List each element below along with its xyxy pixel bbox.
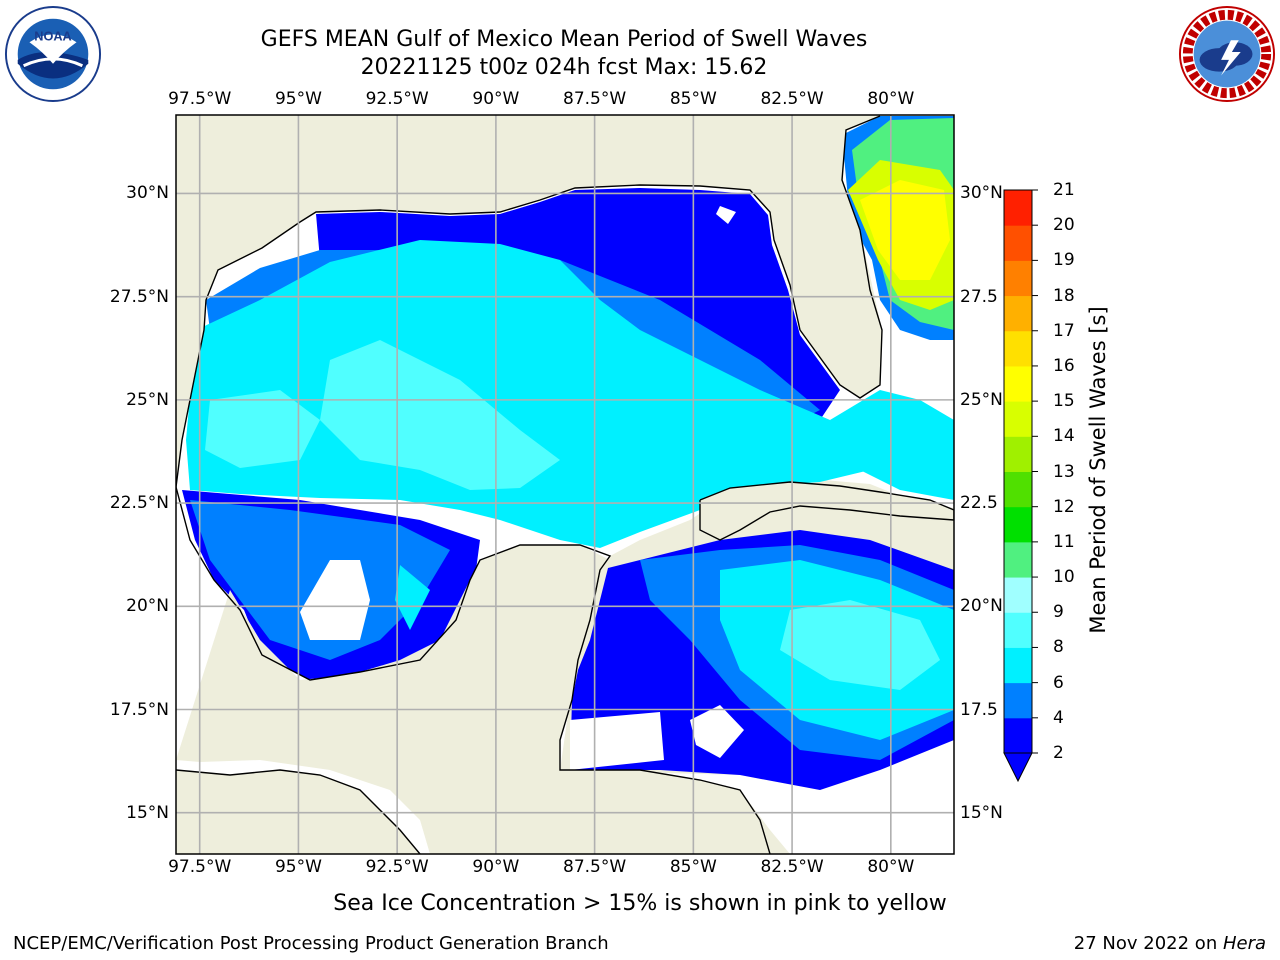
colorbar-label-16: 21 xyxy=(1053,180,1075,200)
lon-tick-top-7: 80°W xyxy=(867,89,915,109)
colorbar-label-10: 15 xyxy=(1053,391,1075,412)
lon-tick-top-4: 87.5°W xyxy=(563,89,627,109)
colorbar-segment-8 xyxy=(1004,436,1032,472)
lon-tick-bottom-1: 95°W xyxy=(274,857,322,877)
lat-tick-right-5: 17.5 xyxy=(960,699,998,720)
colorbar-segment-9 xyxy=(1004,401,1032,437)
svg-text:NOAA: NOAA xyxy=(34,28,72,43)
colorbar-label-4: 9 xyxy=(1053,602,1064,623)
lon-tick-top-0: 97.5°W xyxy=(168,89,232,109)
lat-tick-left-2: 25°N xyxy=(126,389,169,410)
colorbar-segment-5 xyxy=(1004,541,1032,578)
credit-date: 27 Nov 2022 on xyxy=(1073,933,1223,954)
swell-6-west-gulf xyxy=(205,390,320,468)
chart-subtitle: 20221125 t00z 024h fcst Max: 15.62 xyxy=(360,55,768,80)
colorbar-label-0: 2 xyxy=(1053,743,1064,763)
colorbar-segment-1 xyxy=(1004,682,1032,719)
credit-left: NCEP/EMC/Verification Post Processing Pr… xyxy=(13,933,609,954)
colorbar-label-13: 18 xyxy=(1053,285,1075,306)
colorbar-label-3: 8 xyxy=(1053,637,1064,658)
coastline-mexico xyxy=(176,486,771,854)
no-data-patch-honduras xyxy=(570,712,664,770)
colorbar-label-8: 13 xyxy=(1053,461,1075,482)
colorbar-segment-6 xyxy=(1004,506,1032,543)
colorbar-label-12: 17 xyxy=(1053,320,1075,341)
no-data-patch-north xyxy=(716,206,736,224)
swell-4-central-gulf xyxy=(186,240,870,548)
land-mexico-central-america xyxy=(176,545,790,854)
lat-tick-right-4: 20°N xyxy=(960,596,1003,617)
colorbar-segment-10 xyxy=(1004,365,1032,402)
colorbar-extension xyxy=(1003,752,1033,783)
lon-tick-top-3: 90°W xyxy=(472,89,520,109)
coastline-gulf-north xyxy=(176,115,883,488)
lat-tick-right-0: 30°N xyxy=(960,183,1003,204)
lat-tick-right-2: 25°N xyxy=(960,389,1003,410)
lat-tick-left-3: 22.5°N xyxy=(109,493,169,514)
colorbar-segment-12 xyxy=(1004,295,1032,332)
colorbar-segment-11 xyxy=(1004,330,1032,367)
lon-tick-bottom-7: 80°W xyxy=(867,857,915,877)
lon-tick-top-2: 92.5°W xyxy=(365,89,429,109)
colorbar-label-6: 11 xyxy=(1053,531,1075,552)
lat-tick-right-1: 27.5 xyxy=(960,286,998,307)
lat-tick-left-0: 30°N xyxy=(126,183,169,204)
colorbar-segment-0 xyxy=(1004,717,1032,754)
lon-tick-top-6: 82.5°W xyxy=(760,89,824,109)
colorbar-title: Mean Period of Swell Waves [s] xyxy=(1086,306,1110,634)
colorbar-segment-15 xyxy=(1004,190,1032,226)
colorbar-segment-2 xyxy=(1004,647,1032,684)
colorbar-segment-14 xyxy=(1004,225,1032,261)
no-data-patch-caribbean xyxy=(690,705,744,758)
colorbar-label-15: 20 xyxy=(1053,215,1075,236)
colorbar-segment-13 xyxy=(1004,260,1032,297)
lat-tick-left-5: 17.5°N xyxy=(109,699,169,720)
lon-tick-top-1: 95°W xyxy=(274,89,322,109)
colorbar-label-5: 10 xyxy=(1053,567,1075,588)
colorbar-label-14: 19 xyxy=(1053,250,1075,271)
lon-tick-bottom-6: 82.5°W xyxy=(760,857,824,877)
swell-6-central-gulf xyxy=(320,340,560,490)
credit-right: 27 Nov 2022 on Hera xyxy=(1074,933,1266,954)
colorbar-label-1: 4 xyxy=(1053,707,1064,728)
lat-tick-left-6: 15°N xyxy=(126,802,169,823)
lon-tick-top-5: 85°W xyxy=(669,89,717,109)
swell-14-atlantic xyxy=(860,180,950,280)
colorbar-segment-4 xyxy=(1004,577,1032,613)
swell-4-campeche-tongue xyxy=(395,565,430,630)
lon-tick-bottom-3: 90°W xyxy=(472,857,520,877)
map-field xyxy=(176,115,954,854)
colorbar-label-9: 14 xyxy=(1053,426,1075,447)
lat-tick-right-6: 15°N xyxy=(960,802,1003,823)
coastline-pacific xyxy=(176,769,421,854)
map-frame xyxy=(175,114,955,855)
national-weather-service-logo xyxy=(1178,5,1276,103)
colorbar-segment-3 xyxy=(1004,612,1032,648)
colorbar-label-11: 16 xyxy=(1053,355,1075,376)
lon-tick-bottom-2: 92.5°W xyxy=(365,857,429,877)
lon-tick-bottom-5: 85°W xyxy=(669,857,717,877)
coastline-cuba xyxy=(699,481,954,541)
swell-6-caribbean xyxy=(780,600,940,690)
colorbar-label-7: 12 xyxy=(1053,496,1075,517)
noaa-logo: NOAA xyxy=(4,5,102,103)
chart-title: GEFS MEAN Gulf of Mexico Mean Period of … xyxy=(260,27,868,52)
credit-host: Hera xyxy=(1222,933,1266,954)
lon-tick-bottom-4: 87.5°W xyxy=(563,857,627,877)
land-north-america xyxy=(176,115,954,487)
lon-tick-bottom-0: 97.5°W xyxy=(168,857,232,877)
lat-tick-left-1: 27.5°N xyxy=(109,286,169,307)
colorbar-label-2: 6 xyxy=(1053,672,1064,693)
sea-ice-footnote: Sea Ice Concentration > 15% is shown in … xyxy=(333,891,947,916)
lat-tick-left-4: 20°N xyxy=(126,596,169,617)
lat-tick-right-3: 22.5 xyxy=(960,493,998,514)
no-data-patch-campeche xyxy=(300,560,370,640)
swell-4-florida-straits xyxy=(830,390,954,500)
colorbar-segment-7 xyxy=(1004,471,1032,508)
